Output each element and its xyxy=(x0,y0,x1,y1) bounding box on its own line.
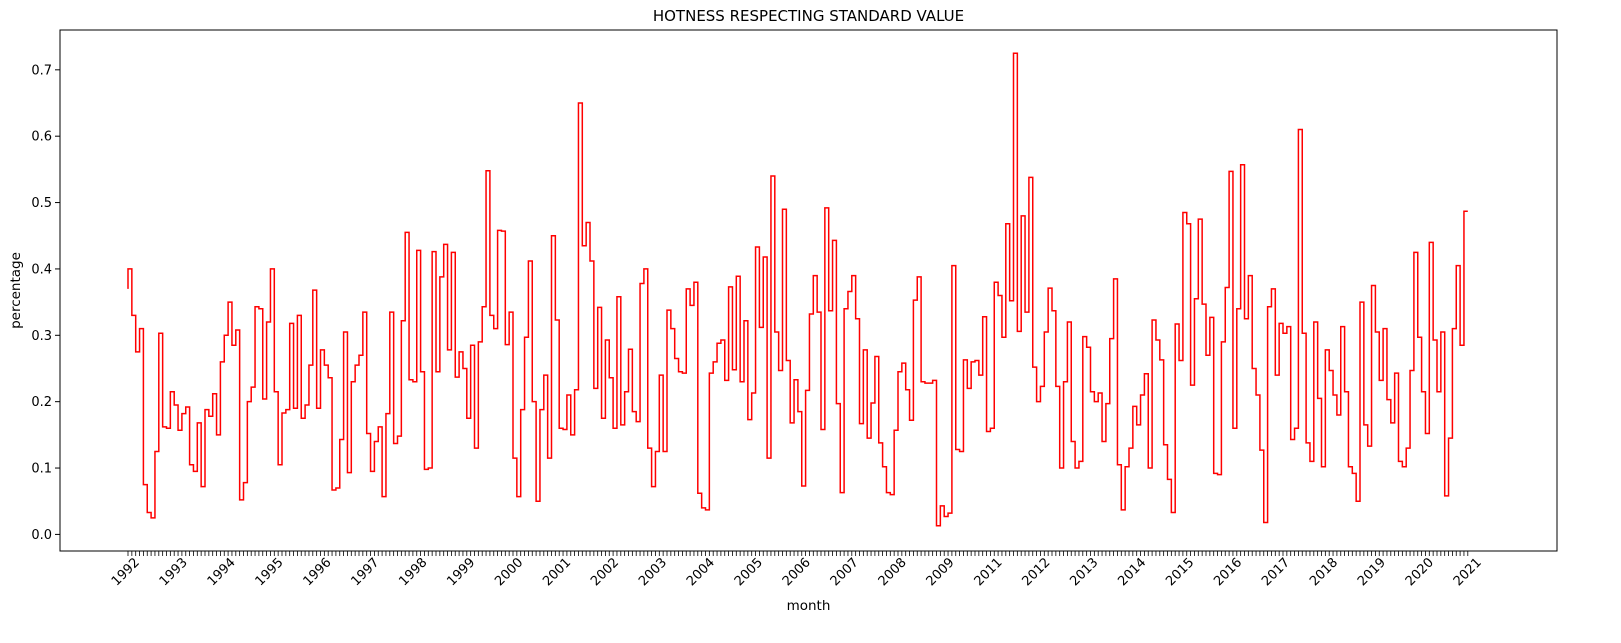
series-line xyxy=(127,52,1468,527)
x-axis-label: month xyxy=(787,598,831,614)
x-tick-label: 1993 xyxy=(157,555,191,589)
y-tick-label: 0.6 xyxy=(31,130,52,145)
x-tick-label: 2021 xyxy=(1451,555,1485,589)
x-tick-label: 2019 xyxy=(1355,555,1389,589)
x-tick-label: 2016 xyxy=(1211,555,1245,589)
x-tick-label: 2004 xyxy=(684,555,718,589)
x-tick-label: 2018 xyxy=(1307,555,1341,589)
chart-title: HOTNESS RESPECTING STANDARD VALUE xyxy=(653,7,964,25)
x-tick-label: 2013 xyxy=(1067,555,1101,589)
y-tick-label: 0.5 xyxy=(31,196,52,211)
x-tick-label: 1992 xyxy=(109,555,143,589)
x-tick-label: 2002 xyxy=(588,555,622,589)
x-tick-label: 2008 xyxy=(876,555,910,589)
y-tick-label: 0.3 xyxy=(31,329,52,344)
x-tick-label: 1995 xyxy=(253,555,287,589)
series-group xyxy=(127,52,1468,527)
y-tick-label: 0.2 xyxy=(31,395,52,410)
x-tick-label: 2007 xyxy=(828,555,862,589)
x-tick-label: 2014 xyxy=(1115,555,1149,589)
y-tick-label: 0.4 xyxy=(31,262,52,277)
x-tick-label: 2011 xyxy=(972,555,1006,589)
y-tick-label: 0.0 xyxy=(31,528,52,543)
y-tick-label: 0.7 xyxy=(31,63,52,78)
x-tick-label: 2005 xyxy=(732,555,766,589)
x-tick-label: 1999 xyxy=(444,555,478,589)
x-tick-label: 1998 xyxy=(396,555,430,589)
x-tick-label: 2000 xyxy=(492,555,526,589)
x-tick-label: 1997 xyxy=(348,555,382,589)
axes-group: 0.0 0.1 0.2 0.3 0.4 0.5 0.6 0.7 1992 1993 1994 1995… xyxy=(31,63,1485,589)
x-tick-label: 2017 xyxy=(1259,555,1293,589)
x-tick-label: 2001 xyxy=(540,555,574,589)
x-tick-label: 1994 xyxy=(205,555,239,589)
x-tick-label: 2003 xyxy=(636,555,670,589)
plot-frame xyxy=(59,29,1558,552)
x-tick-label: 2009 xyxy=(924,555,958,589)
x-tick-label: 1996 xyxy=(301,555,335,589)
x-tick-label: 2012 xyxy=(1019,555,1053,589)
x-tick-label: 2020 xyxy=(1403,555,1437,589)
x-tick-label: 2015 xyxy=(1163,555,1197,589)
y-tick-label: 0.1 xyxy=(31,462,52,477)
y-axis-label: percentage xyxy=(8,252,24,329)
x-tick-label: 2006 xyxy=(780,555,814,589)
